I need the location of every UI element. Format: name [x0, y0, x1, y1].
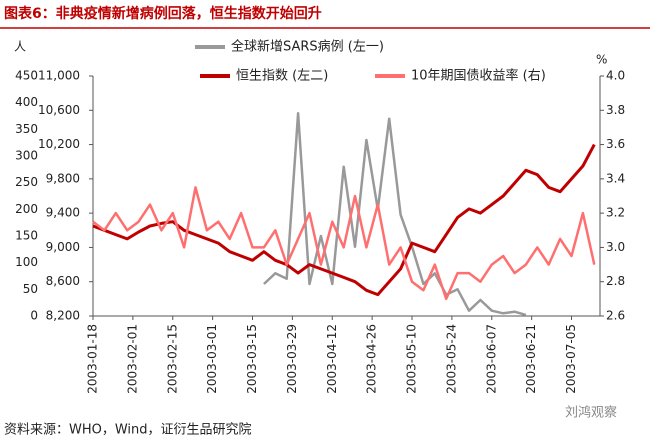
x-tick-label: 2003-06-07: [484, 324, 498, 394]
y-tick-label: 400: [15, 95, 38, 109]
y-tick-label: 350: [15, 122, 38, 136]
legend-label: 10年期国债收益率 (右): [411, 68, 546, 84]
y3-tick-label: 3.2: [606, 206, 625, 220]
y3-axis-unit: %: [596, 53, 607, 67]
x-tick-label: 2003-02-01: [125, 324, 139, 394]
x-tick-label: 2003-05-24: [444, 324, 458, 394]
y-tick-label: 300: [15, 149, 38, 163]
x-tick-label: 2003-02-15: [165, 324, 179, 394]
y2-tick-label: 10,200: [38, 137, 80, 151]
x-tick-label: 2003-06-21: [524, 324, 538, 394]
y2-tick-label: 8,600: [46, 274, 80, 288]
y-tick-label: 450: [15, 69, 38, 83]
x-tick-label: 2003-07-05: [564, 324, 578, 394]
y3-tick-label: 3.6: [606, 137, 625, 151]
x-tick-label: 2003-04-26: [365, 324, 379, 394]
source: 资料来源：WHO，Wind，证衍生品研究院: [4, 423, 252, 438]
chart-title: 图表6：非典疫情新增病例回落，恒生指数开始回升: [4, 5, 322, 22]
series-line: [92, 186, 596, 301]
y3-tick-label: 3.8: [606, 103, 625, 117]
x-tick-label: 2003-03-01: [205, 324, 219, 394]
y2-tick-label: 11,000: [38, 69, 80, 83]
x-tick-label: 2003-04-12: [325, 324, 339, 394]
y-tick-label: 250: [15, 175, 38, 189]
x-tick-label: 2003-03-15: [245, 324, 259, 394]
y3-tick-label: 4.0: [606, 69, 625, 83]
watermark: 刘鸿观察: [565, 405, 617, 421]
y2-tick-label: 9,000: [46, 240, 80, 254]
y-tick-label: 150: [15, 229, 38, 243]
y3-tick-label: 3.0: [606, 240, 625, 254]
y2-tick-label: 10,600: [38, 103, 80, 117]
series-line: [263, 112, 527, 317]
y3-tick-label: 2.6: [606, 309, 625, 323]
y-tick-label: 50: [23, 282, 38, 296]
y-axis-unit: 人: [14, 40, 26, 54]
y2-tick-label: 9,800: [46, 171, 80, 185]
y2-tick-label: 9,400: [46, 206, 80, 220]
y2-tick-label: 8,200: [46, 309, 80, 323]
y3-tick-label: 2.8: [606, 274, 625, 288]
y-tick-label: 100: [15, 255, 38, 269]
x-tick-label: 2003-03-29: [285, 324, 299, 394]
legend-label: 恒生指数 (左二): [236, 69, 328, 84]
x-tick-label: 2003-01-18: [86, 324, 100, 394]
y-tick-label: 0: [30, 309, 38, 323]
x-tick-label: 2003-05-10: [405, 324, 419, 394]
legend-label: 全球新增SARS病例 (左一): [231, 39, 384, 55]
y-tick-label: 200: [15, 202, 38, 216]
y3-tick-label: 3.4: [606, 171, 625, 185]
